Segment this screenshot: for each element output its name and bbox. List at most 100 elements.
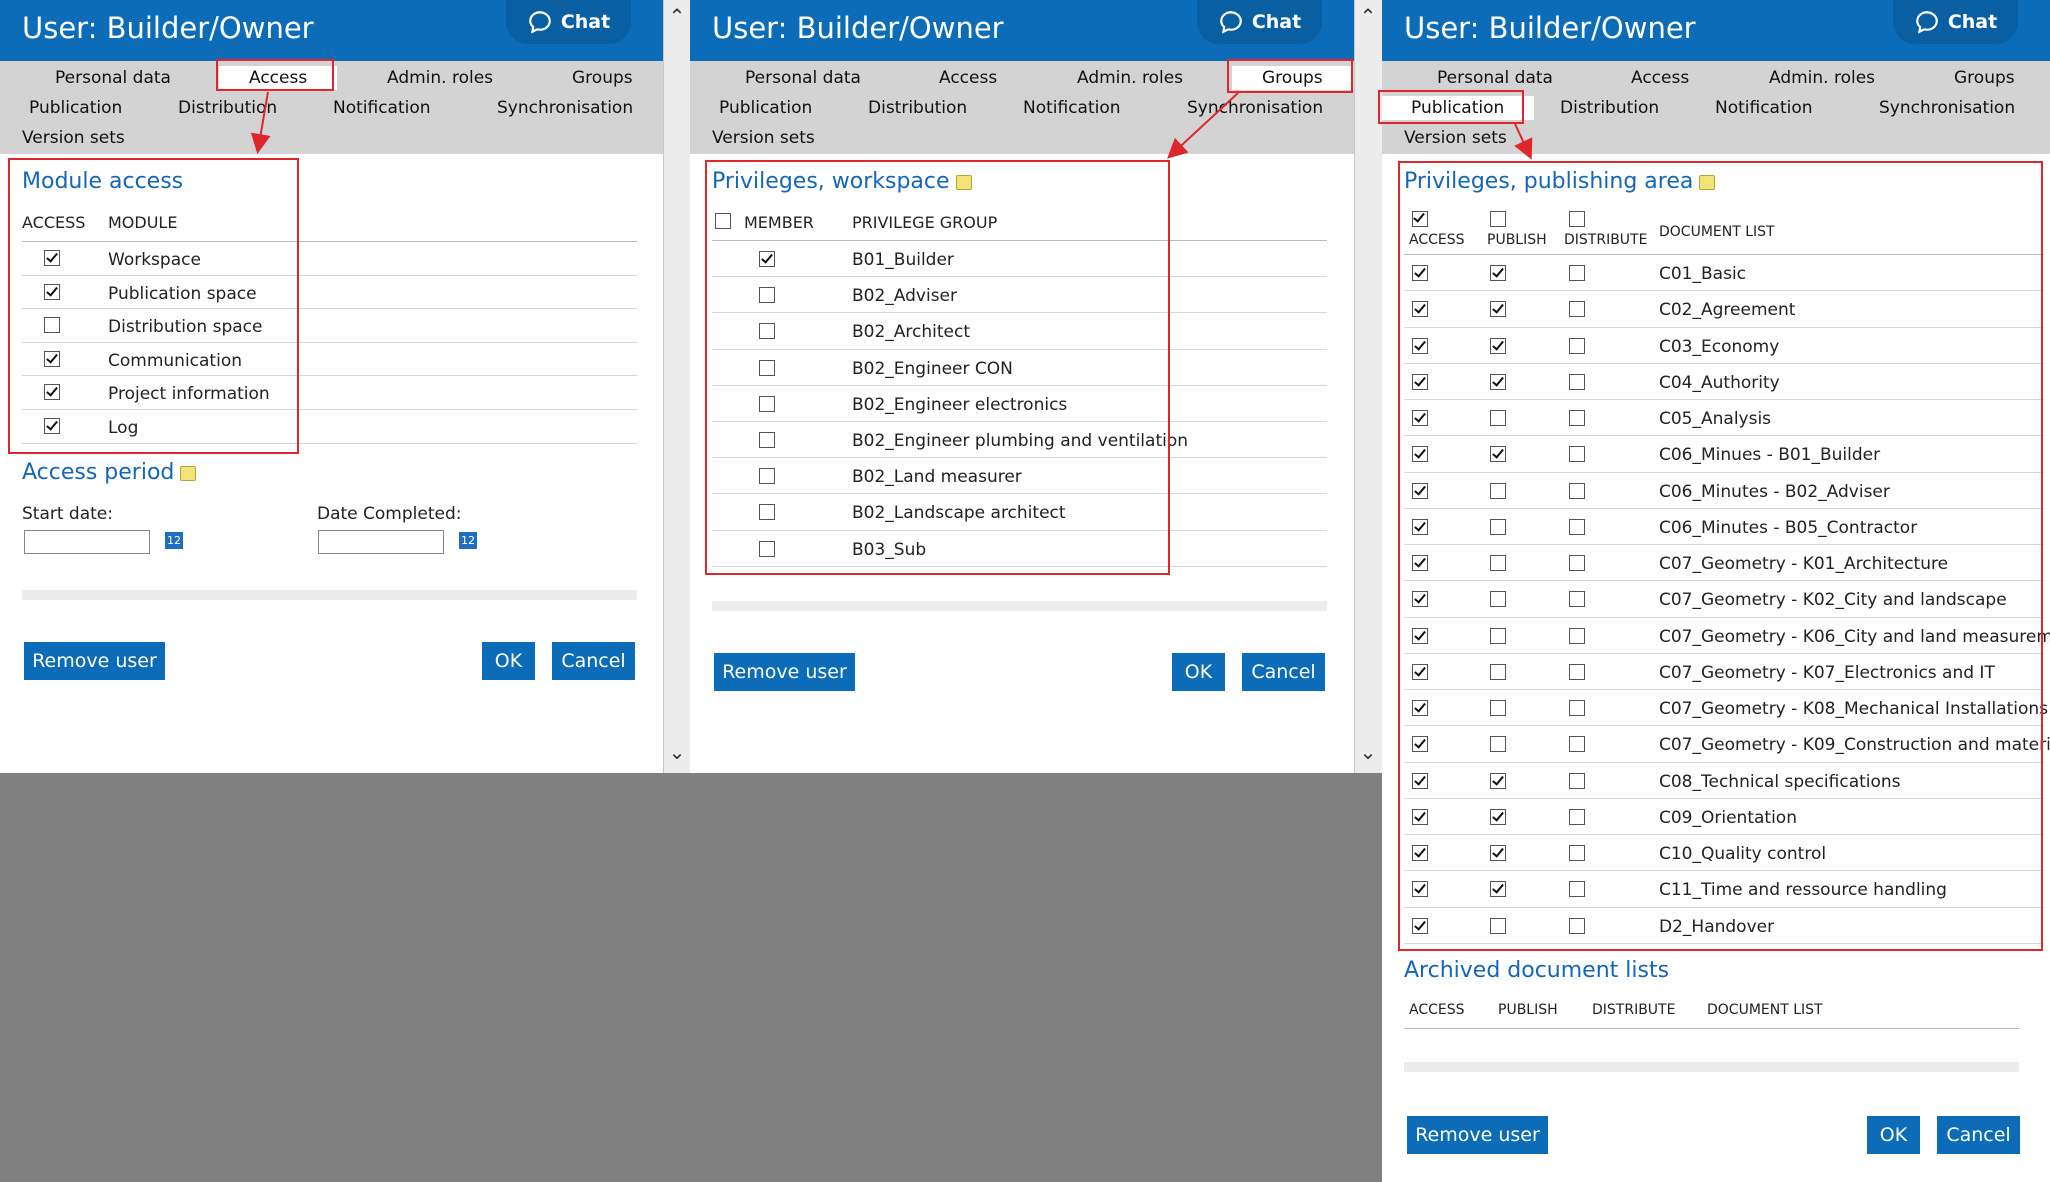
tab-version-sets[interactable]: Version sets [712, 128, 815, 148]
remove-user-button[interactable]: Remove user [24, 642, 165, 680]
tab-publication[interactable]: Publication [1382, 96, 1535, 120]
module-access-checkbox[interactable] [44, 350, 60, 367]
start-date-input[interactable] [24, 530, 150, 554]
member-checkbox[interactable] [759, 540, 775, 557]
publish-checkbox[interactable] [1490, 301, 1506, 318]
tab-version-sets[interactable]: Version sets [1404, 128, 1507, 148]
publish-checkbox[interactable] [1490, 917, 1506, 934]
chat-button[interactable]: Chat [1197, 0, 1322, 44]
access-checkbox[interactable] [1412, 265, 1428, 281]
tab-personal-data[interactable]: Personal data [55, 68, 171, 88]
module-access-checkbox[interactable] [44, 283, 60, 300]
publish-checkbox[interactable] [1490, 482, 1506, 499]
calendar-icon[interactable]: 12 [165, 532, 183, 549]
access-checkbox[interactable] [1412, 845, 1428, 861]
publish-checkbox[interactable] [1490, 337, 1506, 354]
distribute-checkbox[interactable] [1569, 808, 1585, 825]
distribute-checkbox[interactable] [1569, 845, 1585, 861]
access-checkbox[interactable] [1412, 772, 1428, 789]
ok-button[interactable]: OK [482, 642, 535, 680]
tab-access[interactable]: Access [1631, 68, 1690, 88]
cancel-button[interactable]: Cancel [1937, 1116, 2020, 1154]
tab-publication[interactable]: Publication [719, 98, 813, 118]
member-checkbox[interactable] [759, 251, 775, 267]
distribute-checkbox[interactable] [1569, 591, 1585, 608]
publish-checkbox[interactable] [1490, 265, 1506, 281]
module-access-checkbox[interactable] [44, 418, 60, 434]
access-checkbox[interactable] [1412, 881, 1428, 898]
publish-checkbox[interactable] [1490, 772, 1506, 789]
tab-distribution[interactable]: Distribution [1560, 98, 1660, 118]
tab-groups[interactable]: Groups [1232, 66, 1353, 90]
scroll-up-icon[interactable]: ⌃ [668, 4, 686, 28]
tab-admin-roles[interactable]: Admin. roles [1769, 68, 1876, 88]
distribute-checkbox[interactable] [1569, 663, 1585, 680]
ok-button[interactable]: OK [1172, 653, 1225, 691]
publish-checkbox[interactable] [1490, 736, 1506, 753]
cancel-button[interactable]: Cancel [552, 642, 635, 680]
distribute-checkbox[interactable] [1569, 627, 1585, 644]
help-icon[interactable] [1699, 174, 1716, 190]
distribute-checkbox[interactable] [1569, 700, 1585, 716]
distribute-checkbox[interactable] [1569, 772, 1585, 789]
tab-personal-data[interactable]: Personal data [1437, 68, 1553, 88]
cancel-button[interactable]: Cancel [1242, 653, 1325, 691]
tab-access[interactable]: Access [939, 68, 998, 88]
member-checkbox[interactable] [759, 432, 775, 448]
tab-personal-data[interactable]: Personal data [745, 68, 861, 88]
chat-button[interactable]: Chat [506, 0, 631, 44]
publish-checkbox[interactable] [1490, 410, 1506, 426]
access-checkbox[interactable] [1412, 808, 1428, 825]
tab-distribution[interactable]: Distribution [178, 98, 278, 118]
publish-checkbox[interactable] [1490, 518, 1506, 535]
scrollbar[interactable]: ⌃ ⌄ [663, 0, 692, 773]
access-checkbox[interactable] [1412, 301, 1428, 318]
publish-checkbox[interactable] [1490, 663, 1506, 680]
calendar-icon[interactable]: 12 [459, 532, 477, 549]
distribute-checkbox[interactable] [1569, 301, 1585, 318]
tab-synchronisation[interactable]: Synchronisation [1879, 98, 2016, 118]
tab-notification[interactable]: Notification [1023, 98, 1121, 118]
tab-synchronisation[interactable]: Synchronisation [497, 98, 634, 118]
chat-button[interactable]: Chat [1893, 0, 2018, 44]
access-checkbox[interactable] [1412, 700, 1428, 716]
access-checkbox[interactable] [1412, 373, 1428, 390]
distribute-checkbox[interactable] [1569, 446, 1585, 463]
access-checkbox[interactable] [1412, 518, 1428, 535]
distribute-checkbox[interactable] [1569, 482, 1585, 499]
remove-user-button[interactable]: Remove user [714, 653, 855, 691]
access-checkbox[interactable] [1412, 591, 1428, 608]
distribute-select-all-checkbox[interactable] [1569, 211, 1585, 227]
publish-checkbox[interactable] [1490, 555, 1506, 571]
module-access-checkbox[interactable] [44, 317, 60, 334]
scroll-down-icon[interactable]: ⌄ [1359, 740, 1377, 764]
tab-version-sets[interactable]: Version sets [22, 128, 125, 148]
member-checkbox[interactable] [759, 323, 775, 340]
publish-checkbox[interactable] [1490, 446, 1506, 463]
help-icon[interactable] [180, 465, 197, 481]
publish-checkbox[interactable] [1490, 373, 1506, 390]
member-checkbox[interactable] [759, 395, 775, 412]
publish-checkbox[interactable] [1490, 591, 1506, 608]
member-checkbox[interactable] [759, 504, 775, 521]
member-checkbox[interactable] [759, 359, 775, 376]
distribute-checkbox[interactable] [1569, 337, 1585, 354]
scroll-down-icon[interactable]: ⌄ [668, 740, 686, 764]
access-checkbox[interactable] [1412, 446, 1428, 463]
tab-distribution[interactable]: Distribution [868, 98, 968, 118]
publish-checkbox[interactable] [1490, 881, 1506, 898]
publish-select-all-checkbox[interactable] [1490, 211, 1506, 227]
tab-access[interactable]: Access [219, 66, 338, 90]
distribute-checkbox[interactable] [1569, 736, 1585, 753]
member-checkbox[interactable] [759, 287, 775, 304]
scroll-up-icon[interactable]: ⌃ [1359, 4, 1377, 28]
tab-groups[interactable]: Groups [572, 68, 633, 88]
distribute-checkbox[interactable] [1569, 555, 1585, 571]
access-checkbox[interactable] [1412, 482, 1428, 499]
distribute-checkbox[interactable] [1569, 410, 1585, 426]
tab-publication[interactable]: Publication [29, 98, 123, 118]
distribute-checkbox[interactable] [1569, 881, 1585, 898]
module-access-checkbox[interactable] [44, 384, 60, 401]
publish-checkbox[interactable] [1490, 845, 1506, 861]
tab-notification[interactable]: Notification [1715, 98, 1813, 118]
